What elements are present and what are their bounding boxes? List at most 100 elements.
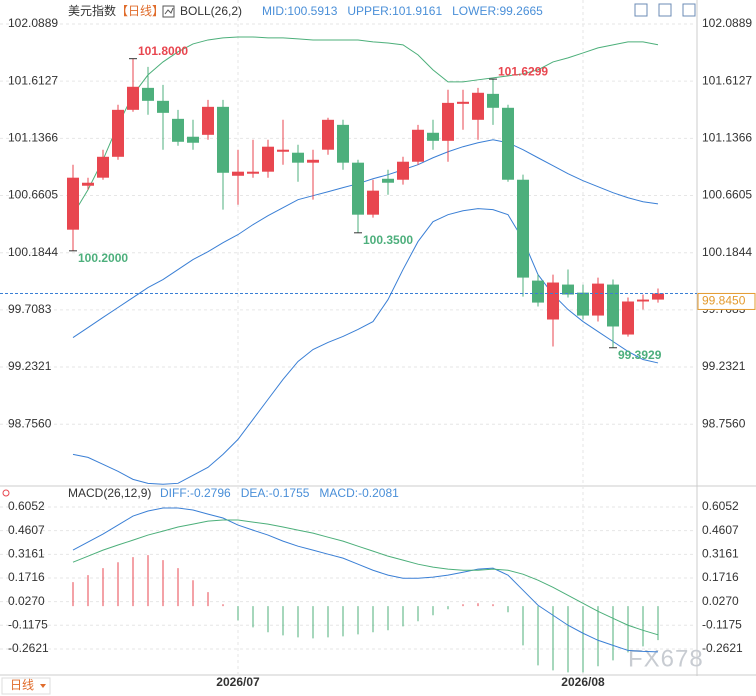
candle-body (622, 301, 634, 335)
y-tick-label: 0.1716 (8, 570, 45, 584)
candle-body (247, 171, 259, 174)
y-tick-label: -0.2621 (8, 641, 49, 655)
indicator-icon[interactable] (162, 5, 175, 18)
candle-body (442, 102, 454, 141)
y2-tick-label: 0.6052 (702, 499, 739, 513)
candle-body (472, 92, 484, 120)
dea-line (72, 519, 659, 636)
macd-title: MACD(26,12,9) (68, 486, 151, 500)
y-tick-label: 99.7083 (8, 302, 52, 316)
button-minimize[interactable] (634, 3, 648, 17)
annotation-label: 99.3929 (618, 348, 662, 362)
candle-body (262, 146, 274, 172)
candle-body (397, 161, 409, 180)
candle-body (487, 93, 499, 108)
candle-body (607, 284, 619, 327)
period-button-label[interactable]: 日线 (10, 678, 34, 692)
y2-tick-label: 100.1844 (702, 245, 752, 259)
candle-body (457, 101, 469, 104)
candle-body (142, 87, 154, 101)
y-tick-label: -0.1175 (8, 617, 48, 631)
y-tick-label: 101.6127 (8, 73, 58, 87)
indicator-icon-glyph (164, 7, 174, 15)
y-tick-label: 102.0889 (8, 16, 58, 30)
y2-tick-label: 98.7560 (702, 416, 746, 430)
candle-body (322, 119, 334, 150)
candle-body (547, 282, 559, 320)
last-price-label: 99.8450 (702, 294, 746, 308)
candle-body (292, 152, 304, 163)
y-tick-label: 100.1844 (8, 245, 58, 259)
x-tick-label: 2026/08 (561, 675, 605, 689)
legend-entry: LOWER:99.2665 (452, 4, 543, 18)
y-tick-label: 99.2321 (8, 359, 52, 373)
candle-body (577, 292, 589, 316)
y-tick-label: 101.1366 (8, 131, 58, 145)
candle-body (232, 171, 244, 176)
candle-body (517, 179, 529, 278)
y-tick-label: 0.4607 (8, 523, 45, 537)
y-tick-label: 100.6605 (8, 188, 58, 202)
annotation-label: 101.6299 (498, 64, 548, 78)
button-close[interactable] (682, 3, 696, 17)
legend-entry: UPPER:101.9161 (347, 4, 442, 18)
watermark: FX678 (628, 645, 704, 672)
annotation-label: 100.2000 (78, 251, 128, 265)
legend-entry: MID:100.5913 (262, 4, 338, 18)
candle-body (592, 283, 604, 316)
y2-tick-label: 0.0270 (702, 594, 739, 608)
legend-entry: MACD:-0.2081 (319, 486, 399, 500)
legend-entry: DIFF:-0.2796 (160, 486, 231, 500)
candle-body (337, 124, 349, 163)
window-buttons (634, 3, 696, 17)
candle-body (97, 156, 109, 178)
candle-body (67, 177, 79, 230)
candle-body (502, 107, 514, 180)
candle-body (562, 284, 574, 295)
indicator-title: BOLL(26,2) (180, 4, 242, 18)
chart-title: 美元指数 (68, 3, 116, 18)
candle-body (307, 159, 319, 163)
candle-body (172, 118, 184, 142)
y2-tick-label: 100.6605 (702, 188, 752, 202)
period-button[interactable] (1, 677, 51, 695)
band-line (72, 208, 659, 485)
candle-body (367, 190, 379, 215)
y-tick-label: 98.7560 (8, 416, 52, 430)
candle-body (82, 182, 94, 186)
y-tick-label: 0.0270 (8, 594, 45, 608)
y2-tick-label: 0.4607 (702, 523, 739, 537)
candle-body (112, 109, 124, 157)
y2-tick-label: 101.6127 (702, 73, 752, 87)
y-tick-label: 0.6052 (8, 499, 45, 513)
macd-icon[interactable] (2, 489, 10, 497)
annotation-label: 100.3500 (363, 233, 413, 247)
annotation-label: 101.8000 (138, 44, 188, 58)
candle-body (202, 106, 214, 135)
candle-body (637, 299, 649, 302)
period-button-arrow (40, 684, 46, 688)
y2-tick-label: -0.2621 (702, 641, 743, 655)
candle-body (532, 280, 544, 303)
y2-tick-label: -0.1175 (702, 617, 742, 631)
y2-tick-label: 102.0889 (702, 16, 752, 30)
candle-body (187, 136, 199, 143)
candle-body (352, 162, 364, 215)
candle-body (127, 86, 139, 110)
x-tick-label: 2026/07 (216, 675, 260, 689)
candle-body (217, 106, 229, 173)
candle-body (277, 149, 289, 152)
last-price-box (697, 292, 756, 310)
candle-body (412, 129, 424, 162)
y2-tick-label: 0.3161 (702, 547, 739, 561)
button-restore[interactable] (658, 3, 672, 17)
candle-body (652, 293, 664, 300)
y2-tick-label: 99.2321 (702, 359, 746, 373)
y2-tick-label: 0.1716 (702, 570, 739, 584)
period-label: 【日线】 (116, 4, 164, 18)
diff-line (72, 507, 659, 653)
candle-body (382, 178, 394, 183)
y2-tick-label: 101.1366 (702, 131, 752, 145)
